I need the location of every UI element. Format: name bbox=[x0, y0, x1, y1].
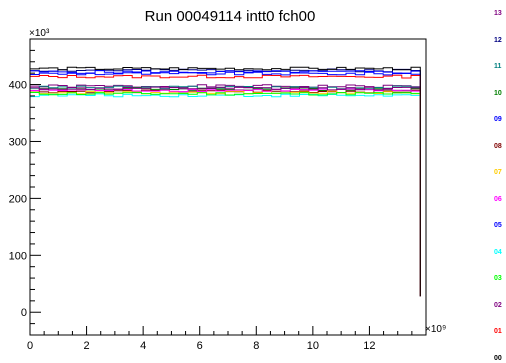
x-tick-label: 10 bbox=[307, 340, 319, 352]
legend-item-09: 09 bbox=[494, 116, 502, 123]
y-multiplier: ×10³ bbox=[29, 28, 50, 39]
legend-item-00: 00 bbox=[494, 354, 502, 362]
legend-item-05: 05 bbox=[494, 222, 502, 229]
y-tick-label: 200 bbox=[9, 193, 27, 205]
x-tick-label: 6 bbox=[197, 340, 203, 352]
x-multiplier: ×10⁹ bbox=[425, 324, 446, 335]
series-line-12 bbox=[30, 68, 421, 297]
x-tick-label: 4 bbox=[140, 340, 146, 352]
legend-item-11: 11 bbox=[494, 63, 502, 70]
legend-item-03: 03 bbox=[494, 275, 502, 282]
series-line-06 bbox=[30, 88, 421, 297]
chart-title: Run 00049114 intt0 fch00 bbox=[145, 8, 316, 25]
axes: 0 2 4 6 8 10 12 0 100 200 300 400 bbox=[9, 38, 427, 352]
series-line-05 bbox=[30, 71, 421, 297]
legend-item-12: 12 bbox=[494, 36, 502, 44]
series-line-10 bbox=[30, 87, 421, 297]
series-line-09 bbox=[30, 70, 421, 297]
x-tick-label: 12 bbox=[363, 340, 375, 352]
y-tick-label: 0 bbox=[21, 307, 27, 319]
y-tick-label: 300 bbox=[9, 136, 27, 148]
y-tick-label: 400 bbox=[9, 80, 27, 92]
series-line-11 bbox=[30, 85, 421, 297]
x-tick-label: 0 bbox=[27, 340, 33, 352]
legend-item-06: 06 bbox=[494, 195, 502, 203]
series-line-07 bbox=[30, 90, 421, 297]
x-tick-label: 2 bbox=[84, 340, 90, 352]
legend-item-08: 08 bbox=[494, 142, 502, 150]
series-line-00 bbox=[30, 66, 421, 297]
y-tick-label: 100 bbox=[9, 250, 27, 262]
series-line-01 bbox=[30, 74, 421, 297]
legend-item-10: 10 bbox=[494, 89, 502, 97]
x-tick-label: 8 bbox=[253, 340, 259, 352]
series-line-04 bbox=[30, 93, 421, 297]
plot-frame bbox=[29, 38, 427, 336]
series-line-13 bbox=[30, 84, 421, 297]
series-line-02 bbox=[30, 86, 421, 297]
series-line-08 bbox=[30, 89, 421, 297]
legend-item-01: 01 bbox=[494, 328, 502, 335]
legend-item-13: 13 bbox=[494, 10, 502, 17]
legend-item-07: 07 bbox=[494, 169, 502, 176]
chart-svg: Run 00049114 intt0 fch00 ×10³ ×10⁹ 0 2 4 6 8… bbox=[9, 8, 447, 352]
legend-item-04: 04 bbox=[494, 248, 502, 256]
legend: 13 12 11 10 09 08 07 06 05 04 03 02 01 00 bbox=[488, 0, 506, 362]
plot-area bbox=[30, 66, 421, 297]
legend-item-02: 02 bbox=[494, 301, 502, 309]
series-line-03 bbox=[30, 91, 421, 297]
